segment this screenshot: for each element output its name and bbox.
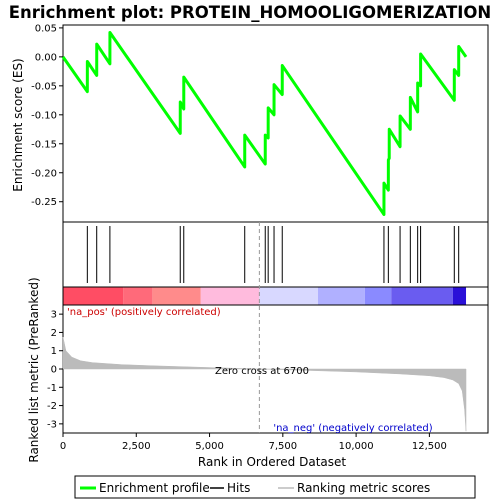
metric-y-tick-label: -3 [47,419,57,430]
heatmap-segment [259,287,318,305]
x-tick-label: 12,500 [412,441,447,452]
x-tick-label: 10,000 [339,441,374,452]
positive-correlation-label: 'na_pos' (positively correlated) [67,307,221,318]
metric-y-tick-label: 2 [51,328,57,339]
heatmap-segment [200,287,260,305]
zero-cross-label: Zero cross at 6700 [215,366,309,377]
heatmap-bar [62,286,489,306]
metric-y-tick-label: 0 [51,365,57,376]
metric-panel: 3 2 1 0 -1 -2 -3 'na_pos' (positively correlate… [47,222,489,434]
heatmap-segment [123,287,153,305]
legend-box [74,475,476,499]
chart-title: Enrichment plot: PROTEIN_HOMOOLIGOMERIZA… [9,3,491,22]
hits-frame [62,221,489,288]
metric-y-tick-label: -1 [47,383,57,394]
metric-y-axis-label: Ranked list metric (PreRanked) [27,277,41,462]
hits-panel [62,221,489,288]
legend-label-enrichment: Enrichment profile [99,481,210,495]
metric-y-tick-label: 1 [51,346,57,357]
heatmap-segment [364,287,392,305]
negative-correlation-label: 'na_neg' (negatively correlated) [273,423,432,434]
x-tick-label: 7,500 [269,441,298,452]
heatmap-segment [452,287,467,305]
legend: Enrichment profile Hits Ranking metric sco… [74,475,476,499]
es-panel: 0.05 0.00 -0.05 -0.10 -0.15 -0.20 -0.25 [31,23,489,223]
heatmap-segment [63,287,124,305]
es-y-tick-label: -0.20 [31,168,57,179]
heatmap-segment [391,287,453,305]
x-axis: 0 2,500 5,000 7,500 10,000 12,500 [60,433,447,452]
es-y-tick-label: 0.05 [35,23,57,34]
metric-y-tick-label: 3 [51,310,57,321]
x-tick-label: 5,000 [195,441,224,452]
es-y-axis-label: Enrichment score (ES) [11,58,25,191]
es-y-tick-label: 0.00 [35,52,57,63]
legend-label-metric: Ranking metric scores [297,481,430,495]
x-axis-label: Rank in Ordered Dataset [198,455,346,469]
es-y-tick-label: -0.15 [31,139,57,150]
metric-area [62,336,467,432]
heatmap-segment [318,287,365,305]
es-series-line [61,31,468,216]
legend-label-hits: Hits [227,481,250,495]
es-y-tick-label: -0.10 [31,110,57,121]
x-tick-label: 2,500 [122,441,151,452]
x-tick-label: 0 [60,441,66,452]
es-frame [62,24,489,223]
metric-y-tick-label: -2 [47,401,57,412]
heatmap-segment [152,287,201,305]
es-y-tick-label: -0.25 [31,197,57,208]
es-y-tick-label: -0.05 [31,81,57,92]
